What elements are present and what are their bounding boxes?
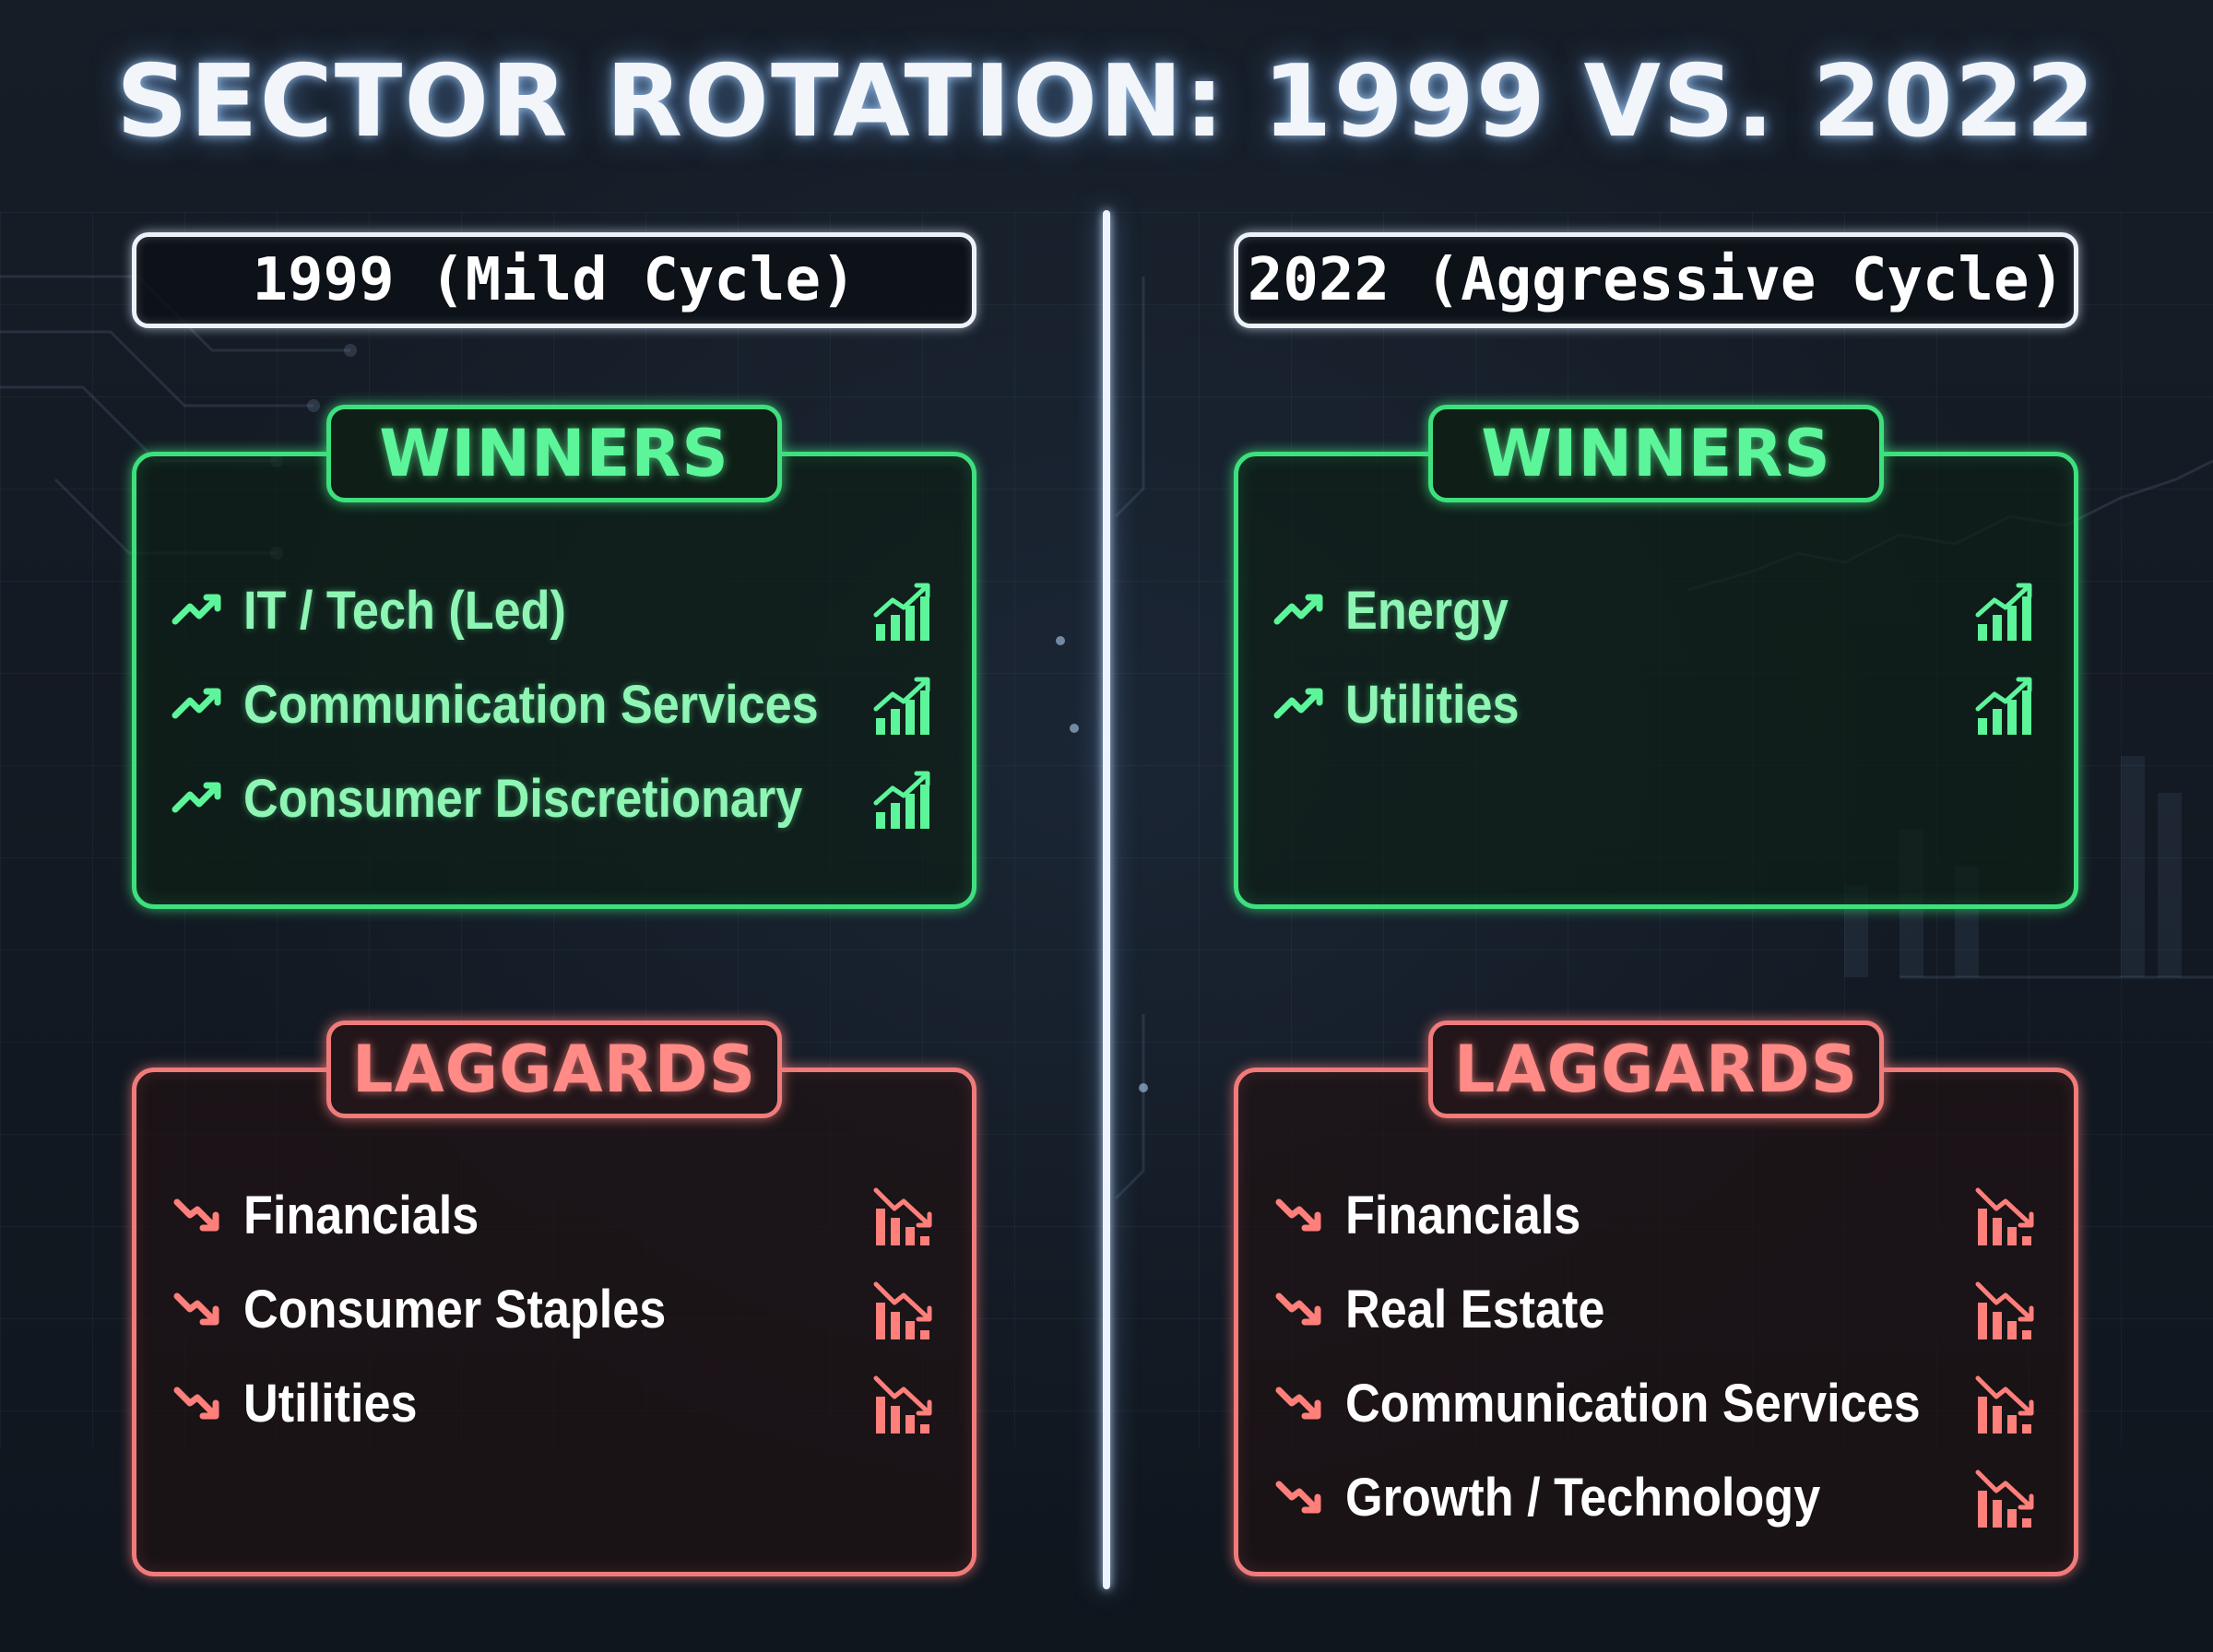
laggards-tag: LAGGARDS	[1428, 1021, 1884, 1118]
bar-chart-up-icon	[1975, 583, 2032, 641]
bar-chart-down-icon	[1975, 1375, 2034, 1434]
winner-row: Communication Services	[170, 657, 939, 751]
laggards-panel-2022: LAGGARDS Financials Real Estate Communic…	[1234, 1021, 2078, 1576]
winner-label: Utilities	[1345, 674, 1520, 735]
bar-chart-down-icon	[873, 1281, 932, 1339]
trend-up-icon	[172, 594, 221, 625]
winners-panel-1999: WINNERS IT / Tech (Led) Communication Se…	[132, 405, 976, 909]
trend-down-icon	[1275, 1198, 1321, 1232]
page-title: SECTOR ROTATION: 1999 VS. 2022	[115, 44, 2098, 159]
winner-label: Consumer Discretionary	[243, 768, 803, 829]
laggard-label: Financials	[1345, 1185, 1581, 1245]
center-divider	[1103, 210, 1110, 1589]
bar-chart-down-icon	[873, 1375, 932, 1434]
winner-label: IT / Tech (Led)	[243, 580, 566, 641]
trend-up-icon	[1273, 594, 1323, 625]
laggards-panel-1999: LAGGARDS Financials Consumer Staples Uti…	[132, 1021, 976, 1576]
laggard-label: Growth / Technology	[1345, 1467, 1821, 1528]
laggard-row: Financials	[1272, 1168, 2041, 1262]
bar-chart-down-icon	[873, 1187, 932, 1245]
trend-down-icon	[1275, 1386, 1321, 1420]
trend-down-icon	[173, 1292, 219, 1326]
winner-row: IT / Tech (Led)	[170, 563, 939, 657]
bar-chart-up-icon	[873, 677, 930, 735]
winners-tag: WINNERS	[326, 405, 782, 502]
header-2022: 2022 (Aggressive Cycle)	[1234, 232, 2078, 328]
laggard-label: Financials	[243, 1185, 479, 1245]
winners-tag: WINNERS	[1428, 405, 1884, 502]
laggard-label: Real Estate	[1345, 1279, 1605, 1339]
laggard-row: Communication Services	[1272, 1356, 2041, 1450]
laggard-row: Financials	[170, 1168, 939, 1262]
winner-label: Energy	[1345, 580, 1509, 641]
laggard-row: Utilities	[170, 1356, 939, 1450]
trend-down-icon	[1275, 1481, 1321, 1514]
trend-up-icon	[172, 782, 221, 813]
laggard-label: Utilities	[243, 1373, 418, 1434]
bar-chart-up-icon	[1975, 677, 2032, 735]
trend-down-icon	[1275, 1292, 1321, 1326]
bar-chart-down-icon	[1975, 1469, 2034, 1528]
bar-chart-down-icon	[1975, 1281, 2034, 1339]
bar-chart-down-icon	[1975, 1187, 2034, 1245]
trend-up-icon	[1273, 688, 1323, 719]
winner-row: Utilities	[1272, 657, 2041, 751]
winners-panel-2022: WINNERS Energy Utilities	[1234, 405, 2078, 909]
laggard-row: Real Estate	[1272, 1262, 2041, 1356]
trend-down-icon	[173, 1386, 219, 1420]
laggards-tag: LAGGARDS	[326, 1021, 782, 1118]
winner-row: Consumer Discretionary	[170, 751, 939, 845]
bar-chart-up-icon	[873, 583, 930, 641]
trend-down-icon	[173, 1198, 219, 1232]
laggard-row: Consumer Staples	[170, 1262, 939, 1356]
laggard-row: Growth / Technology	[1272, 1450, 2041, 1544]
laggard-label: Consumer Staples	[243, 1279, 667, 1339]
winner-label: Communication Services	[243, 674, 819, 735]
trend-up-icon	[172, 688, 221, 719]
bar-chart-up-icon	[873, 771, 930, 829]
header-1999: 1999 (Mild Cycle)	[132, 232, 976, 328]
laggard-label: Communication Services	[1345, 1373, 1921, 1434]
winner-row: Energy	[1272, 563, 2041, 657]
